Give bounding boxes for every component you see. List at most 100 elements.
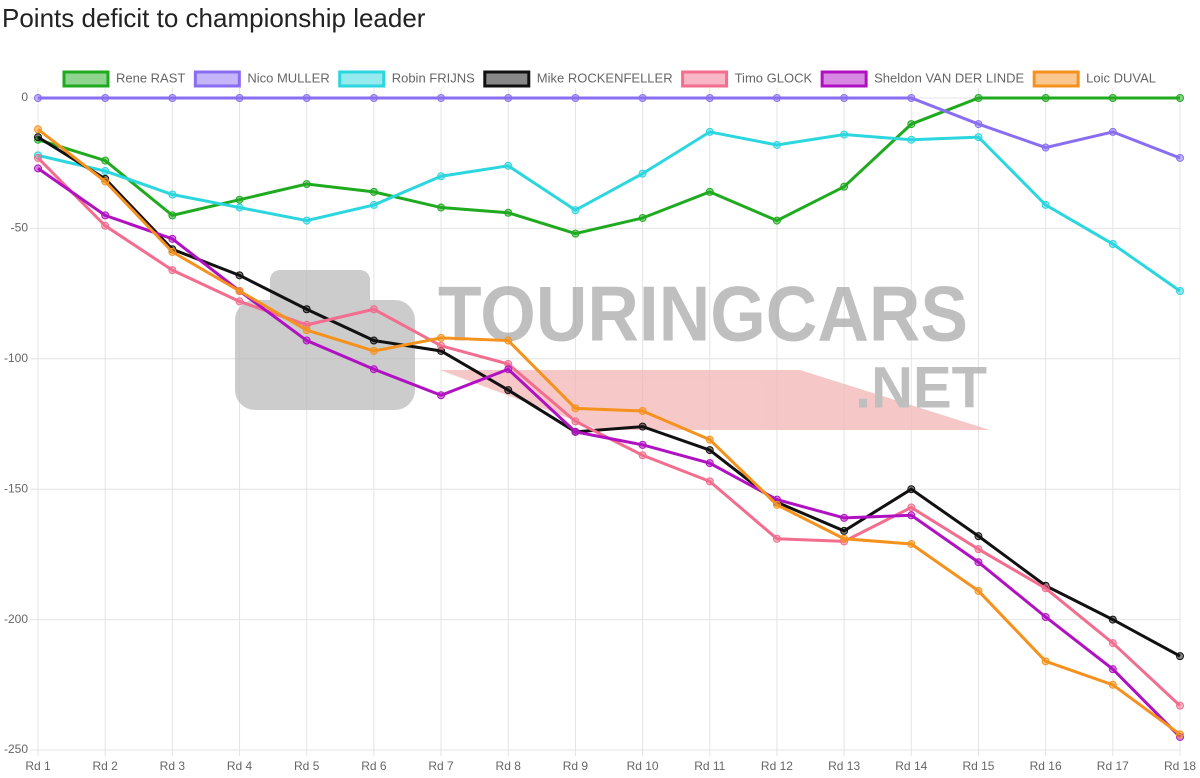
data-point <box>1108 240 1117 249</box>
data-point <box>34 94 42 102</box>
data-point <box>907 94 916 102</box>
data-point <box>437 94 446 102</box>
data-point <box>101 156 110 165</box>
data-point <box>302 326 311 335</box>
legend-swatch <box>62 70 110 88</box>
data-point <box>772 216 781 225</box>
x-tick-label: Rd 16 <box>1030 759 1062 773</box>
data-point <box>772 140 781 149</box>
data-point <box>638 406 647 415</box>
data-point <box>101 94 110 102</box>
data-point <box>1108 680 1117 689</box>
data-point <box>437 391 446 400</box>
data-point <box>504 208 513 217</box>
x-tick-label: Rd 6 <box>361 759 387 773</box>
data-point <box>369 336 378 345</box>
data-point <box>369 305 378 314</box>
data-point <box>840 182 849 191</box>
data-point <box>437 341 446 350</box>
x-tick-label: Rd 10 <box>627 759 659 773</box>
data-point <box>840 526 849 535</box>
data-point <box>974 558 983 567</box>
data-point <box>1108 639 1117 648</box>
chart-title: Points deficit to championship leader <box>2 3 426 33</box>
x-tick-label: Rd 14 <box>895 759 927 773</box>
y-tick-label: -100 <box>4 351 28 365</box>
data-point <box>974 532 983 541</box>
data-point <box>369 365 378 374</box>
data-point <box>34 164 42 173</box>
legend-swatch <box>193 70 241 88</box>
watermark-car <box>270 270 370 320</box>
data-point <box>907 539 916 548</box>
data-point <box>235 203 244 212</box>
legend-item: Rene RAST <box>62 70 185 88</box>
data-point <box>974 94 983 102</box>
x-tick-label: Rd 4 <box>227 759 253 773</box>
series-line <box>37 130 1181 293</box>
data-point <box>638 440 647 449</box>
data-point <box>638 94 647 102</box>
data-point <box>369 187 378 196</box>
x-tick-label: Rd 8 <box>496 759 522 773</box>
data-point <box>168 94 177 102</box>
data-point <box>705 127 714 136</box>
data-point <box>571 404 580 413</box>
data-point <box>705 435 714 444</box>
data-point <box>571 427 580 436</box>
legend-item: Loic DUVAL <box>1032 70 1156 88</box>
data-point <box>1176 730 1184 739</box>
legend-label: Robin FRIJNS <box>392 70 475 85</box>
data-point <box>907 503 916 512</box>
data-point <box>840 130 849 139</box>
data-point <box>437 203 446 212</box>
x-tick-label: Rd 12 <box>761 759 793 773</box>
legend-label: Sheldon VAN DER LINDE <box>874 70 1024 85</box>
data-point <box>840 513 849 522</box>
data-point <box>974 586 983 595</box>
data-point <box>302 216 311 225</box>
legend-swatch <box>681 70 729 88</box>
data-point <box>571 229 580 238</box>
data-point <box>705 459 714 468</box>
data-point <box>1041 657 1050 666</box>
data-point <box>1041 612 1050 621</box>
series-line <box>37 167 1182 739</box>
data-point <box>1176 153 1184 162</box>
data-point <box>1108 665 1117 674</box>
data-point <box>705 94 714 102</box>
data-point <box>101 221 110 230</box>
series-line <box>38 96 1181 160</box>
x-tick-label: Rd 17 <box>1097 759 1129 773</box>
data-point <box>638 422 647 431</box>
data-point <box>168 190 177 199</box>
data-point <box>1176 652 1184 661</box>
data-point <box>235 286 244 295</box>
x-tick-label: Rd 5 <box>294 759 320 773</box>
data-point <box>1176 94 1184 102</box>
data-point <box>302 336 311 345</box>
y-tick-label: -200 <box>4 612 28 626</box>
y-tick-label: -50 <box>11 221 29 235</box>
watermark-text: .NET <box>855 355 987 420</box>
watermark-stripes <box>440 370 990 430</box>
data-point <box>638 169 647 178</box>
data-point <box>168 266 177 275</box>
data-point <box>437 172 446 181</box>
data-point <box>168 234 177 243</box>
data-point <box>772 534 781 543</box>
data-point <box>504 336 513 345</box>
data-point <box>1108 127 1117 136</box>
data-point <box>571 206 580 215</box>
data-point <box>302 180 311 189</box>
legend-item: Sheldon VAN DER LINDE <box>820 70 1025 88</box>
series-line <box>37 96 1180 236</box>
data-point <box>907 120 916 129</box>
data-point <box>1041 200 1050 209</box>
data-point <box>302 305 311 314</box>
data-point <box>705 446 714 455</box>
data-point <box>504 365 513 374</box>
data-point <box>504 94 513 102</box>
x-tick-label: Rd 9 <box>563 759 589 773</box>
